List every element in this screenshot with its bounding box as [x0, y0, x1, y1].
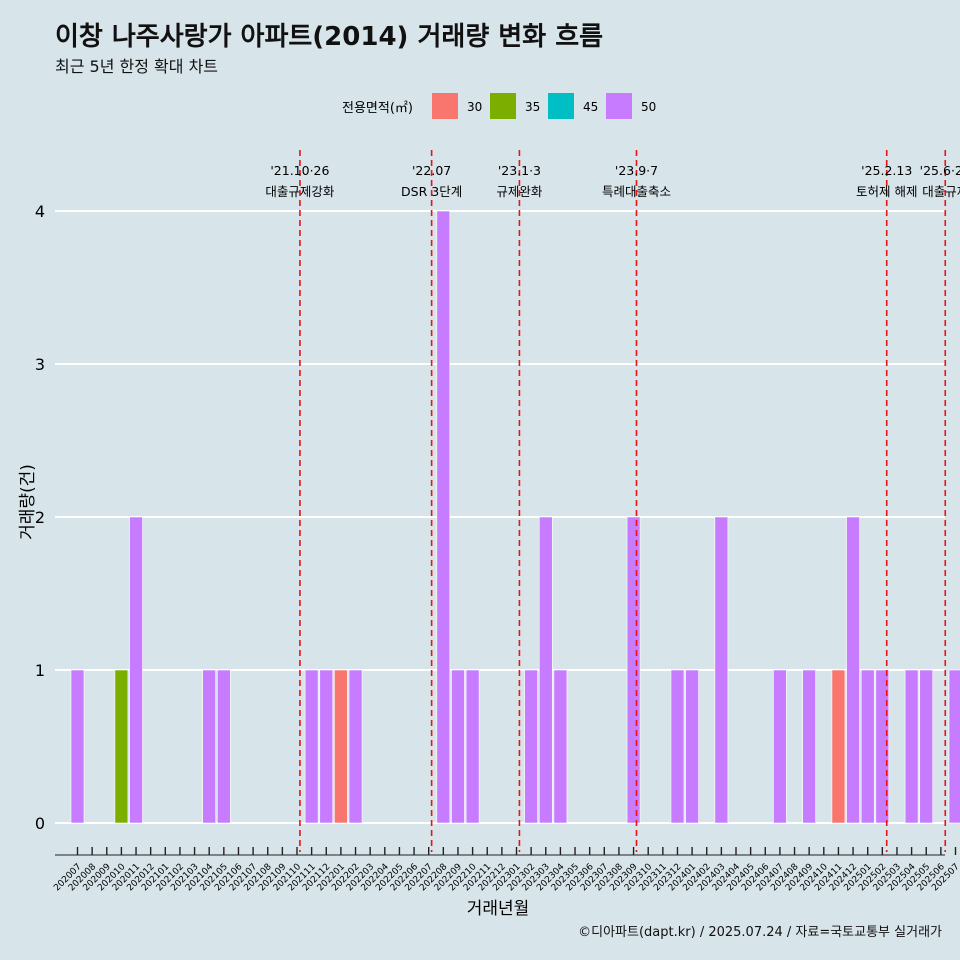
bar-202501-50-27: [860, 669, 875, 824]
bar-202112-50-7: [319, 669, 334, 824]
bar-202411-30-25: [831, 669, 846, 824]
event-label-1: DSR 3단계: [401, 184, 462, 199]
bar-202412-50-26: [846, 516, 860, 824]
bar-202312-50-18: [670, 669, 685, 824]
bar-202401-50-19: [685, 669, 699, 824]
legend-swatch-45: [548, 93, 574, 119]
bar-202304-50-16: [553, 669, 568, 824]
event-label-5: 대출규제: [922, 184, 960, 199]
bar-202507-50-33: [948, 669, 960, 824]
bar-202502-50-28: [875, 669, 890, 824]
y-tick-label-4: 4: [35, 202, 45, 221]
legend-label-45: 45: [583, 100, 598, 114]
legend-label-50: 50: [641, 100, 656, 114]
bar-202007-50-0: [70, 669, 85, 824]
bar-202209-50-11: [451, 669, 465, 824]
bar-202303-50-14: [538, 516, 553, 824]
bar-202201-30-8: [334, 669, 348, 824]
bar-202011-50-3: [129, 516, 143, 824]
legend-swatch-35: [490, 93, 516, 119]
bar-202309-50-17: [626, 516, 641, 824]
legend-label-30: 30: [467, 100, 482, 114]
y-tick-label-2: 2: [35, 508, 45, 527]
event-date-2: '23.1·3: [498, 163, 541, 178]
bar-202208-50-10: [436, 210, 451, 824]
legend-swatch-30: [432, 93, 458, 119]
chart-title: 이창 나주사랑가 아파트(2014) 거래량 변화 흐름: [55, 22, 604, 52]
event-label-0: 대출규제강화: [265, 184, 335, 199]
bar-202504-50-29: [904, 669, 919, 824]
bar-202403-50-21: [714, 516, 729, 824]
event-date-3: '23.9·7: [615, 163, 658, 178]
legend-title: 전용면적(㎡): [342, 101, 413, 116]
chart-subtitle: 최근 5년 한정 확대 차트: [55, 57, 219, 76]
bar-202010-35-1: [114, 669, 129, 824]
event-date-5: '25.6·27: [920, 163, 960, 178]
bar-202505-50-31: [919, 669, 934, 824]
x-axis-title: 거래년월: [467, 899, 530, 919]
legend-label-35: 35: [525, 100, 540, 114]
bar-202111-50-6: [304, 669, 319, 824]
bar-202105-50-5: [217, 669, 231, 824]
bar-202409-50-24: [802, 669, 816, 824]
event-date-1: '22.07: [412, 163, 451, 178]
event-label-3: 특례대출축소: [602, 184, 671, 199]
legend-swatch-50: [606, 93, 632, 119]
event-label-2: 규제완화: [496, 184, 543, 199]
event-label-4: 토허제 해제: [856, 184, 917, 199]
bar-202407-50-23: [773, 669, 787, 824]
bar-202210-50-12: [465, 669, 480, 824]
y-tick-label-0: 0: [35, 814, 45, 833]
y-axis-title: 거래량(건): [18, 464, 38, 540]
source-caption: ©디아파트(dapt.kr) / 2025.07.24 / 자료=국토교통부 실…: [578, 925, 942, 940]
y-tick-label-1: 1: [35, 661, 45, 680]
bar-202202-50-9: [348, 669, 363, 824]
bar-202302-50-13: [524, 669, 538, 824]
event-date-4: '25.2.13: [861, 163, 912, 178]
event-date-0: '21.10·26: [270, 163, 329, 178]
bar-202104-50-4: [202, 669, 216, 824]
y-tick-label-3: 3: [35, 355, 45, 374]
